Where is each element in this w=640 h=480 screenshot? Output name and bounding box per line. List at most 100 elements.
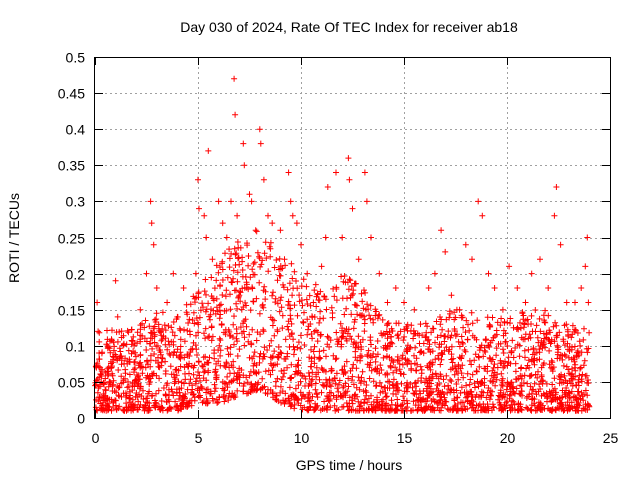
roti-point: [585, 299, 592, 306]
roti-point-cloud: [279, 325, 286, 332]
roti-point-cloud: [117, 353, 124, 359]
roti-point-cloud: [359, 312, 366, 319]
y-tick-label: 0.1: [66, 339, 86, 355]
roti-point-cloud: [134, 329, 141, 336]
roti-point-cloud: [366, 312, 373, 319]
roti-point-cloud: [300, 319, 307, 326]
roti-point-cloud: [394, 396, 401, 403]
roti-point-cloud: [151, 331, 158, 338]
roti-point-cloud: [249, 326, 256, 333]
y-tick-label: 0.4: [66, 122, 86, 138]
roti-point-cloud: [339, 333, 346, 340]
roti-point: [269, 220, 276, 227]
roti-point: [392, 285, 399, 291]
roti-point-cloud: [151, 397, 158, 404]
roti-point-cloud: [471, 380, 478, 387]
roti-point-cloud: [200, 354, 207, 361]
roti-point-cloud: [114, 383, 121, 390]
roti-point-cloud: [366, 375, 373, 382]
roti-point-cloud: [424, 337, 431, 344]
roti-point-cloud: [468, 361, 475, 368]
roti-point: [143, 270, 150, 277]
roti-point-cloud: [510, 354, 517, 361]
roti-point-cloud: [338, 343, 345, 350]
roti-point-cloud: [582, 401, 589, 408]
roti-point-cloud: [417, 349, 423, 356]
y-tick-label: 0.3: [66, 194, 86, 210]
x-tick-label: 15: [397, 430, 413, 446]
roti-point-cloud: [468, 404, 475, 411]
roti-point-cloud: [380, 396, 386, 403]
roti-point-cloud: [269, 292, 276, 299]
roti-point-cloud: [296, 292, 303, 299]
roti-point: [438, 227, 445, 234]
roti-point-cloud: [124, 327, 131, 334]
roti-point-cloud: [216, 342, 223, 349]
roti-point-cloud: [331, 402, 338, 409]
roti-point-cloud: [422, 320, 429, 327]
roti-point-cloud: [191, 394, 198, 401]
roti-point: [232, 111, 239, 118]
roti-point-cloud: [490, 403, 497, 410]
roti-point-cloud: [334, 385, 341, 392]
roti-point-cloud: [497, 322, 504, 329]
roti-point-cloud: [297, 378, 304, 385]
roti-point: [384, 299, 391, 306]
roti-point-cloud: [324, 393, 330, 399]
roti-point-cloud: [107, 338, 113, 345]
roti-point-cloud: [584, 392, 591, 399]
roti-point-cloud: [348, 336, 355, 343]
roti-point-cloud: [372, 345, 379, 352]
roti-point-cloud: [301, 309, 307, 316]
roti-point-cloud: [556, 329, 563, 336]
roti-point-cloud: [540, 312, 547, 319]
roti-point-cloud: [277, 383, 284, 390]
roti-point-cloud: [209, 295, 216, 302]
roti-point-cloud: [414, 361, 421, 368]
roti-point-cloud: [486, 354, 493, 361]
roti-point-cloud: [240, 372, 247, 379]
roti-point-cloud: [302, 383, 308, 389]
roti-point-cloud: [462, 348, 469, 355]
roti-point-cloud: [288, 260, 295, 267]
roti-point-cloud: [215, 399, 222, 405]
roti-point: [102, 393, 109, 400]
roti-point-cloud: [307, 403, 314, 410]
roti-point-cloud: [197, 307, 204, 314]
roti-point-cloud: [239, 267, 246, 273]
roti-point-cloud: [232, 251, 239, 258]
roti-point: [318, 263, 325, 270]
roti-point-cloud: [276, 308, 283, 315]
roti-point-cloud: [313, 327, 319, 334]
roti-point-cloud: [344, 295, 350, 302]
roti-point-cloud: [234, 278, 241, 285]
roti-point-cloud: [236, 346, 243, 353]
roti-point-cloud: [105, 383, 112, 390]
roti-point-cloud: [538, 364, 545, 371]
roti-point-cloud: [335, 388, 342, 395]
roti-point-cloud: [246, 354, 253, 361]
roti-point-cloud: [242, 299, 249, 306]
roti-point-cloud: [570, 373, 577, 380]
roti-point: [324, 184, 331, 190]
roti-point-cloud: [129, 405, 136, 412]
roti-point-cloud: [553, 389, 559, 396]
roti-point: [462, 241, 469, 248]
roti-point-cloud: [436, 391, 442, 398]
roti-point-cloud: [333, 355, 340, 362]
roti-point-cloud: [176, 325, 183, 332]
roti-point-cloud: [539, 402, 546, 409]
roti-point-cloud: [135, 362, 142, 369]
roti-point-cloud: [282, 336, 289, 343]
roti-point-cloud: [197, 392, 203, 399]
roti-point: [150, 241, 157, 248]
axis-ticks: [95, 57, 611, 419]
roti-point: [528, 270, 535, 277]
roti-point-cloud: [497, 387, 504, 394]
roti-point-cloud: [267, 253, 274, 260]
roti-point: [506, 263, 513, 270]
roti-point-cloud: [307, 321, 314, 327]
roti-point-cloud: [123, 404, 130, 411]
roti-point-cloud: [333, 329, 340, 336]
roti-point-cloud: [184, 352, 191, 359]
